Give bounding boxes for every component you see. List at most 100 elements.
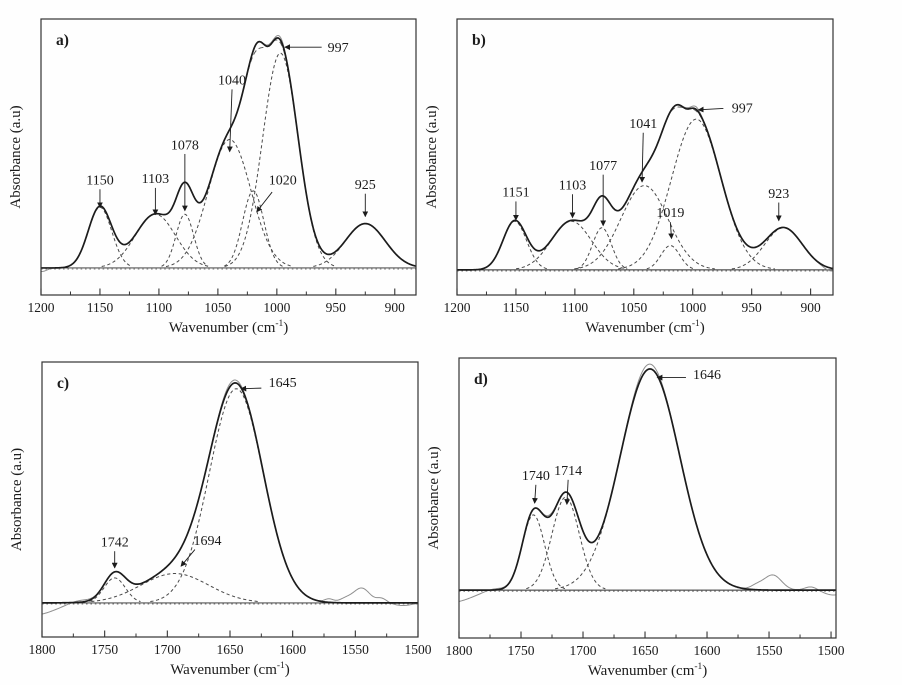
panel-a-peak-label-925: 925 [355,178,376,193]
panel-c-tick-label-1700: 1700 [154,642,181,657]
panel-d-tick-label-1800: 1800 [446,643,473,658]
panel-d-y-axis-title: Absorbance (a.u) [426,446,442,549]
panel-b-peak-label-1041: 1041 [629,117,657,132]
panel-b-axes-frame [456,18,834,296]
panel-c-y-axis-title: Absorbance (a.u) [9,448,25,551]
panel-letter-a: a) [56,32,69,49]
panel-a-spectrum-curve [41,37,417,269]
panel-c-tick-label-1550: 1550 [342,642,369,657]
panel-b-component-1077 [576,227,628,270]
panel-d-axes-frame [458,357,837,639]
panel-b-component-1041 [574,185,715,270]
panel-a-tick-label-1150: 1150 [87,300,114,315]
panel-a-peak-label-1040: 1040 [218,74,246,89]
panel-c-spectrum-curve [42,382,418,604]
panel-b-tick-label-950: 950 [742,300,763,315]
panel-d-experimental-curve [458,363,837,602]
panel-letter-b: b) [472,32,486,49]
panel-b-peak-arrow-997 [697,106,724,113]
panel-b-peak-label-1019: 1019 [656,206,684,221]
panel-b-peak-label-1103: 1103 [559,179,586,194]
panel-c-peak-label-1694: 1694 [193,534,221,549]
panel-a-component-1150 [67,206,133,267]
panel-c-fit-envelope [42,382,418,604]
panel-b-tick-label-1050: 1050 [620,300,647,315]
panel-a-peak-label-1078: 1078 [171,138,199,153]
panel-c-tick-label-1600: 1600 [279,642,306,657]
panel-d-component-1740 [501,514,566,590]
panel-a-tick-label-1200: 1200 [28,300,55,315]
panel-letter-c: c) [57,375,69,392]
panel-a-peak-arrow-1040 [226,89,233,153]
panel-d-component-1714 [526,496,606,590]
panel-c-peak-label-1645: 1645 [269,376,297,391]
panel-a-component-1020 [223,190,284,267]
panel-b-component-997 [618,118,775,270]
panel-b-tick-label-1150: 1150 [503,300,530,315]
panel-d-tick-label-1550: 1550 [756,643,783,658]
panel-d-peak-arrow-1714 [564,479,571,506]
panel-a: 1200 1150 1100 1050 1000 950 900 Wavenumber (cm… [8,18,417,336]
panel-c-tick-label-1650: 1650 [217,642,244,657]
panel-c-component-1645 [150,388,323,603]
panel-letter-d: d) [474,371,488,388]
panel-c-peak-label-1742: 1742 [101,536,129,551]
panel-a-peak-label-1020: 1020 [269,174,297,189]
panel-c: 1800 1750 1700 1650 1600 1550 1500 Wavenumber (… [9,361,432,678]
panel-d-peak-label-1646: 1646 [693,368,721,383]
panel-a-component-1078 [161,213,209,267]
panel-a-peak-label-997: 997 [328,41,349,56]
panel-d-x-axis-title: Wavenumber (cm-1) [588,662,708,679]
panel-b-peak-label-1077: 1077 [589,159,617,174]
panel-c-tick-label-1800: 1800 [29,642,56,657]
panel-c-tick-label-1500: 1500 [405,642,432,657]
panel-d-tick-label-1650: 1650 [632,643,659,658]
panel-b-component-923 [731,227,834,270]
panel-d-tick-label-1500: 1500 [818,643,845,658]
panel-c-axes-frame [41,361,419,638]
panel-d-peak-label-1714: 1714 [554,464,582,479]
panel-b-peak-label-923: 923 [768,187,789,202]
panel-b: 1200 1150 1100 1050 1000 950 900 Wavenumber (cm… [424,18,834,336]
panel-c-tick-label-1750: 1750 [91,642,118,657]
panel-b-component-1103 [516,220,628,270]
panel-c-experimental-curve [41,379,419,615]
panel-d-tick-label-1750: 1750 [508,643,535,658]
panel-a-tick-label-950: 950 [326,300,347,315]
panel-a-component-997 [224,52,336,267]
panel-b-y-axis-title: Absorbance (a.u) [424,105,440,208]
panel-d: 1800 1750 1700 1650 1600 1550 1500 Wavenumber (… [426,357,845,679]
panel-b-peak-arrow-1019 [668,222,675,240]
panel-b-tick-label-900: 900 [800,300,821,315]
panel-d-peak-arrow-1740 [532,484,538,504]
panel-a-tick-label-900: 900 [385,300,406,315]
panel-d-tick-label-1600: 1600 [694,643,721,658]
panel-b-tick-label-1200: 1200 [444,300,471,315]
panel-a-tick-label-1100: 1100 [146,300,173,315]
panel-b-peak-label-997: 997 [732,101,753,116]
panel-a-component-925 [313,223,417,267]
panel-a-x-axis-title: Wavenumber (cm-1) [169,319,289,336]
panel-a-tick-label-1000: 1000 [263,300,290,315]
panel-a-tick-label-1050: 1050 [204,300,231,315]
panel-d-tick-label-1700: 1700 [570,643,597,658]
panel-c-peak-arrow-1694 [180,549,196,567]
panel-b-x-axis-title: Wavenumber (cm-1) [585,319,705,336]
panel-c-component-1694 [91,573,259,603]
panel-a-peak-label-1150: 1150 [86,174,113,189]
panel-d-peak-label-1740: 1740 [522,469,550,484]
panel-c-peak-arrow-1645 [240,385,262,392]
panel-b-spectrum-curve [457,103,834,271]
panel-d-component-1646 [554,368,745,590]
panel-a-experimental-curve [40,34,417,272]
panel-c-component-1742 [89,577,141,603]
panel-a-peak-arrow-1020 [256,191,273,213]
panel-b-tick-label-1100: 1100 [562,300,589,315]
panel-a-peak-label-1103: 1103 [142,172,169,187]
panel-b-component-1019 [646,245,695,270]
panel-a-axes-frame [40,18,417,296]
panel-a-y-axis-title: Absorbance (a.u) [8,105,24,208]
panel-d-spectrum-curve [459,368,836,591]
